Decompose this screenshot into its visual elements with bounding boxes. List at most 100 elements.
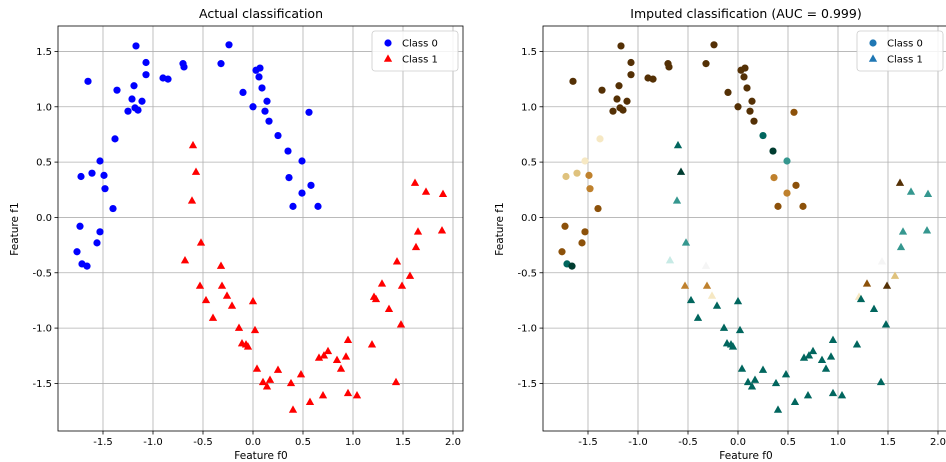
data-point-class-0	[769, 147, 777, 155]
data-point-class-1	[296, 369, 306, 378]
data-point-class-1	[421, 187, 431, 195]
data-point-class-1	[856, 294, 866, 303]
data-point-class-1	[737, 364, 747, 372]
x-tick-label: 1.0	[345, 437, 361, 448]
data-point-class-0	[130, 82, 138, 90]
data-point-class-0	[217, 60, 225, 68]
data-point-class-0	[750, 117, 758, 125]
data-point-class-1	[250, 325, 260, 334]
data-point-class-0	[180, 63, 188, 71]
data-point-class-1	[681, 238, 691, 246]
data-point-class-1	[712, 301, 722, 309]
data-point-class-0	[598, 86, 606, 94]
data-point-class-1	[222, 291, 232, 299]
data-point-class-1	[323, 346, 333, 355]
data-point-class-1	[319, 351, 329, 359]
data-point-class-1	[799, 353, 809, 361]
data-point-class-1	[707, 291, 717, 299]
y-axis-label: Feature f1	[9, 202, 21, 255]
data-point-class-0	[128, 95, 136, 103]
data-point-class-1	[392, 257, 402, 265]
data-point-class-1	[196, 238, 206, 246]
data-point-class-1	[672, 196, 682, 204]
data-point-class-1	[877, 257, 887, 265]
data-point-class-0	[561, 222, 569, 230]
data-point-class-1	[781, 369, 791, 378]
y-tick-label: 1.0	[36, 102, 52, 113]
data-point-class-0	[596, 135, 604, 143]
y-tick-label: 1.5	[36, 47, 52, 58]
data-point-class-1	[804, 351, 814, 359]
legend-box	[856, 30, 944, 72]
y-tick-label: -1.5	[32, 379, 52, 390]
data-point-class-1	[906, 187, 916, 195]
y-tick-label: -0.5	[517, 268, 537, 279]
data-point-class-1	[217, 281, 227, 289]
data-point-class-1	[377, 279, 387, 287]
legend-marker-circle	[869, 39, 877, 47]
chart-panel-actual: Actual classification -1.5 -1.0 -0.5 0.0 0.5…	[9, 6, 464, 462]
data-point-class-0	[77, 172, 85, 181]
data-point-class-1	[243, 342, 253, 350]
data-point-class-1	[728, 342, 738, 350]
data-point-class-1	[837, 390, 847, 399]
data-point-class-1	[790, 397, 800, 405]
data-points	[558, 41, 933, 413]
y-tick-label: 0.5	[36, 158, 52, 169]
data-point-class-1	[676, 167, 686, 175]
data-point-class-0	[724, 88, 732, 96]
data-point-class-1	[665, 255, 675, 264]
data-point-class-0	[261, 107, 269, 115]
x-axis-label: Feature f0	[234, 450, 287, 462]
legend-marker-triangle	[868, 54, 878, 62]
data-point-class-1	[248, 296, 258, 305]
legend-box	[371, 30, 459, 72]
data-point-class-0	[741, 64, 749, 72]
data-point-class-1	[922, 226, 932, 234]
data-point-class-0	[617, 42, 625, 50]
x-tick-label: -1.0	[143, 437, 163, 448]
data-point-class-1	[367, 340, 377, 348]
x-axis-label: Feature f0	[719, 450, 772, 462]
data-point-class-1	[680, 281, 690, 289]
x-tick-label: 2.0	[445, 437, 461, 448]
chart-title: Actual classification	[199, 6, 323, 21]
data-point-class-1	[758, 365, 768, 373]
legend-marker-circle	[384, 39, 392, 47]
data-point-class-1	[286, 378, 296, 387]
data-point-class-0	[265, 117, 273, 125]
x-tick-label: -1.0	[628, 437, 648, 448]
data-point-class-0	[609, 107, 617, 115]
data-point-class-0	[619, 106, 627, 114]
data-point-class-0	[124, 107, 132, 115]
data-point-class-0	[774, 202, 782, 210]
chart-title: Imputed classification (AUC = 0.999)	[630, 6, 861, 21]
x-tick-label: 1.5	[880, 437, 896, 448]
data-point-class-1	[743, 377, 753, 386]
data-point-class-1	[896, 242, 906, 251]
data-point-class-1	[262, 382, 272, 390]
data-point-class-0	[96, 157, 104, 165]
data-point-class-0	[665, 63, 673, 71]
data-point-class-0	[113, 86, 121, 94]
data-point-class-0	[96, 228, 104, 236]
data-point-class-1	[273, 365, 283, 373]
data-point-class-0	[298, 157, 306, 165]
data-point-class-0	[783, 157, 791, 165]
data-point-class-1	[332, 355, 342, 363]
data-point-class-0	[594, 204, 602, 213]
y-tick-label: 0.0	[521, 213, 537, 224]
data-point-class-0	[255, 73, 263, 81]
data-point-class-1	[336, 364, 346, 372]
data-point-class-0	[284, 147, 292, 155]
y-axis-label: Feature f1	[494, 202, 506, 255]
x-tick-label: 1.0	[830, 437, 846, 448]
data-point-class-0	[314, 202, 322, 210]
data-point-class-1	[817, 355, 827, 363]
data-point-class-1	[733, 296, 743, 305]
data-point-class-0	[740, 73, 748, 81]
data-point-class-0	[578, 239, 586, 247]
data-point-class-0	[164, 75, 172, 83]
data-point-class-1	[881, 320, 891, 328]
y-tick-label: -1.0	[517, 324, 537, 335]
